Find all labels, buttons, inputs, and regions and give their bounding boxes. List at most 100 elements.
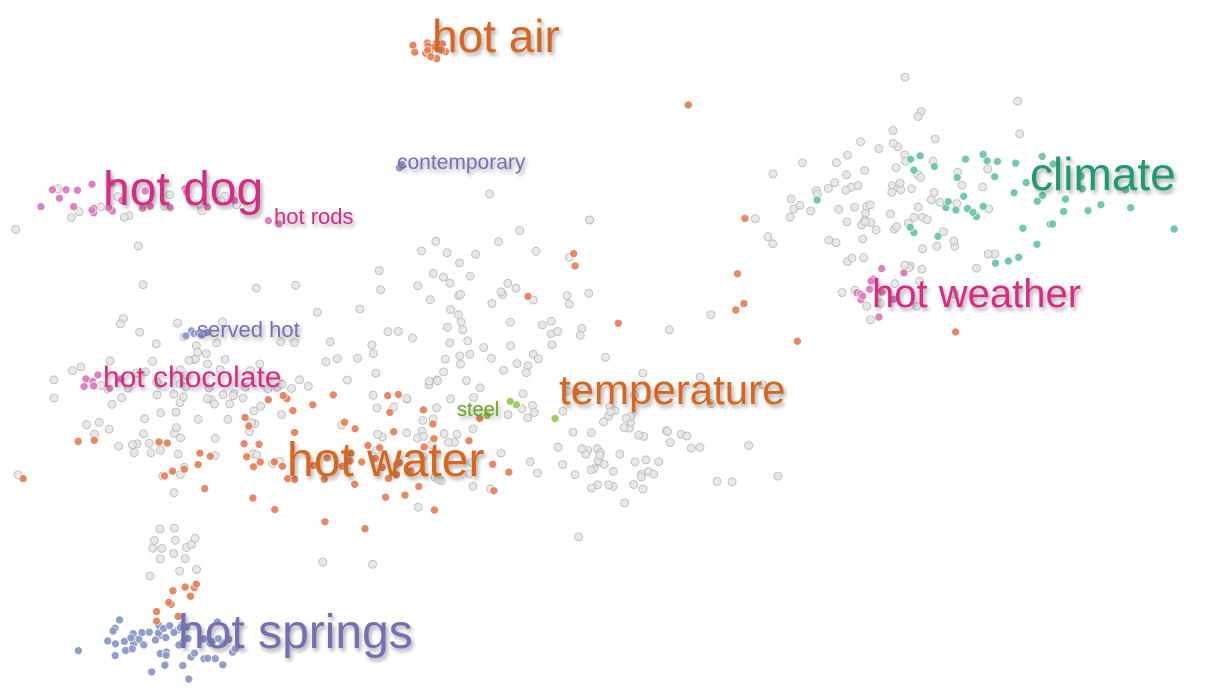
point-gray-center — [465, 271, 475, 281]
point-gray-right — [887, 187, 897, 197]
point-gray-right — [949, 236, 959, 246]
point-gray-center — [417, 246, 426, 256]
point-gray-center — [383, 327, 393, 337]
point-gray-right — [900, 72, 910, 82]
point-hot-water — [394, 390, 403, 399]
point-gray-left — [68, 366, 77, 376]
point-gray-center — [418, 415, 428, 425]
point-hot-springs — [218, 660, 228, 670]
point-gray-right — [786, 194, 796, 204]
point-gray-center — [706, 399, 716, 409]
point-climate — [1083, 206, 1093, 215]
point-hot-water — [392, 470, 401, 480]
point-hot-weather — [865, 284, 874, 294]
point-gray-right — [915, 276, 925, 286]
point-hot-water — [475, 414, 485, 423]
point-gray-top-left — [216, 196, 226, 206]
point-gray-left — [135, 327, 145, 337]
point-gray-lower — [634, 430, 644, 440]
point-hot-water — [383, 391, 393, 400]
point-gray-center — [455, 258, 464, 268]
cluster-label-contemporary: contemporary — [397, 151, 526, 174]
point-hot-water — [263, 395, 273, 405]
point-gray-center — [487, 299, 497, 308]
point-gray-left — [202, 394, 212, 404]
point-gray-bottom — [170, 535, 180, 545]
point-gray-right — [912, 301, 922, 311]
point-gray-center — [468, 424, 478, 434]
point-gray-center — [372, 403, 382, 413]
point-gray-left — [127, 440, 137, 450]
point-gray-center — [585, 215, 594, 225]
point-gray-left — [171, 407, 181, 417]
point-climate — [915, 151, 925, 161]
point-hot-air — [426, 52, 436, 62]
point-gray-left — [116, 319, 125, 329]
point-gray-lower — [636, 472, 646, 482]
point-climate — [1076, 171, 1086, 181]
point-gray-right — [983, 249, 993, 259]
point-gray-left — [263, 384, 273, 394]
point-gray-left — [223, 414, 233, 424]
point-gray-left — [156, 408, 166, 418]
point-gray-left — [203, 359, 213, 369]
point-gray-center — [553, 442, 563, 452]
point-gray-lower — [744, 441, 754, 450]
point-gray-center — [431, 236, 441, 246]
point-gray-lower — [682, 431, 692, 441]
point-gray-center — [367, 340, 377, 350]
point-hot-springs — [137, 628, 147, 637]
point-gray-center — [238, 393, 248, 403]
point-gray-left — [228, 391, 238, 401]
point-gray-center — [562, 291, 572, 301]
point-gray-center — [373, 429, 383, 439]
point-gray-center — [485, 189, 495, 199]
point-hot-springs-orange — [173, 612, 183, 621]
point-hot-water — [206, 451, 215, 461]
point-gray-center — [321, 357, 331, 367]
point-gray-left — [49, 375, 59, 385]
point-gray-center — [439, 272, 448, 282]
point-hot-springs — [161, 633, 171, 642]
point-gray-center — [432, 403, 441, 413]
point-gray-top-left — [11, 224, 21, 234]
point-hot-water — [73, 437, 83, 446]
point-gray-left — [181, 382, 191, 392]
point-gray-center — [428, 268, 438, 278]
point-hot-water — [200, 484, 209, 493]
point-gray-center — [546, 316, 556, 326]
point-gray-lower — [638, 484, 648, 494]
point-hot-water — [193, 460, 203, 469]
point-hot-weather — [858, 291, 868, 301]
point-hot-water — [180, 464, 189, 474]
labels-layer: hot air contemporary hot dog hot rods climat… — [103, 10, 1176, 659]
point-climate — [1059, 207, 1068, 216]
point-gray-right — [763, 232, 773, 242]
point-temperature — [683, 100, 693, 110]
point-gray-right — [932, 241, 942, 251]
cluster-label-served-hot: served hot — [197, 317, 300, 342]
point-climate — [951, 205, 961, 215]
point-hot-weather — [889, 294, 898, 304]
point-hot-water — [406, 466, 416, 476]
point-climate — [991, 258, 1000, 268]
point-gray-left — [215, 365, 225, 374]
point-hot-water — [242, 452, 251, 462]
point-gray-bottom — [145, 571, 155, 581]
point-gray-center — [471, 249, 481, 259]
point-hot-water — [464, 436, 474, 446]
point-climate — [1038, 191, 1047, 200]
point-gray-right — [824, 235, 834, 245]
point-hot-springs — [111, 639, 120, 649]
point-gray-center — [402, 428, 412, 438]
point-gray-center — [706, 310, 716, 320]
point-hot-water — [419, 442, 429, 452]
point-hot-weather — [899, 268, 909, 278]
point-gray-right — [856, 137, 865, 147]
point-gray-lower — [570, 470, 580, 480]
point-gray-center — [584, 288, 594, 298]
point-gray-right — [886, 209, 895, 219]
point-gray-right — [888, 138, 898, 148]
point-gray-center — [252, 450, 262, 460]
point-hot-water — [385, 408, 395, 417]
